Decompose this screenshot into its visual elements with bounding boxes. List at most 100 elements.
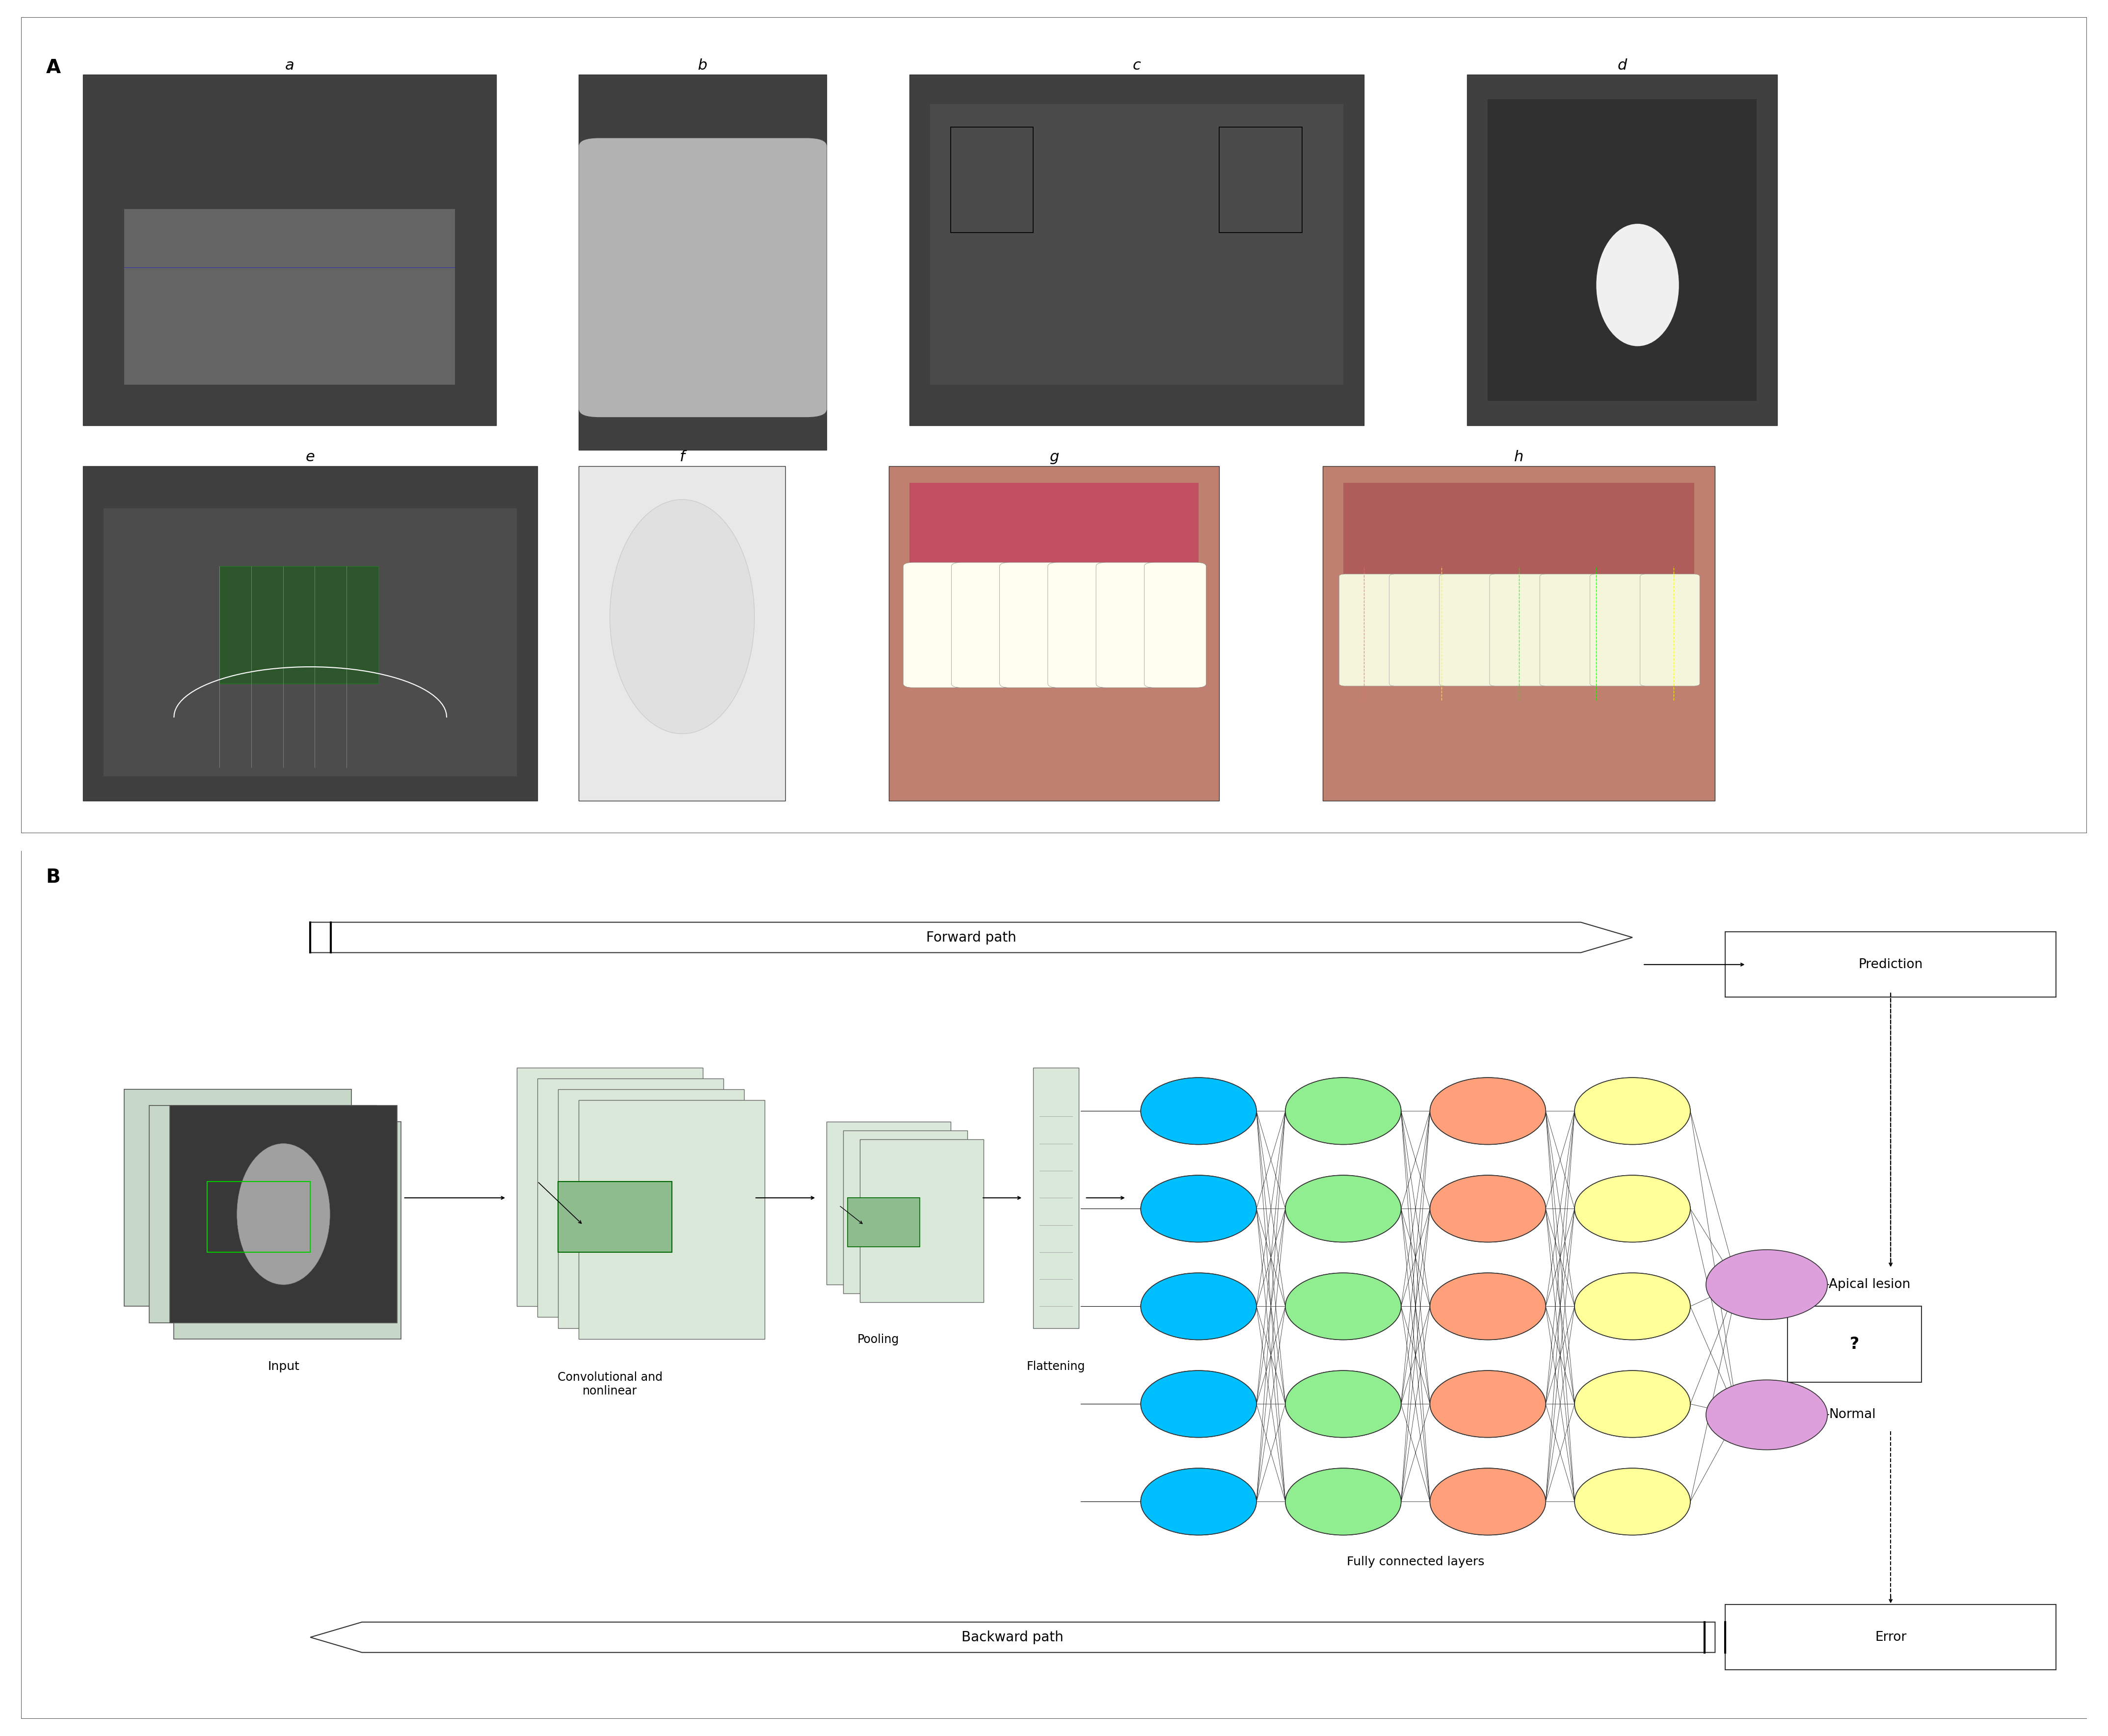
- FancyBboxPatch shape: [124, 1090, 352, 1305]
- FancyBboxPatch shape: [1488, 99, 1756, 401]
- Text: B: B: [46, 868, 61, 887]
- FancyBboxPatch shape: [103, 509, 516, 776]
- FancyBboxPatch shape: [999, 562, 1062, 687]
- Text: Normal: Normal: [1830, 1408, 1876, 1422]
- Ellipse shape: [1140, 1371, 1256, 1437]
- Text: Convolutional and
nonlinear: Convolutional and nonlinear: [557, 1371, 662, 1397]
- FancyBboxPatch shape: [1788, 1305, 1922, 1382]
- Text: Fully connected layers: Fully connected layers: [1347, 1555, 1484, 1568]
- Text: f: f: [679, 450, 685, 464]
- FancyBboxPatch shape: [860, 1139, 984, 1302]
- Ellipse shape: [1429, 1078, 1545, 1144]
- Text: c: c: [1132, 57, 1140, 73]
- Ellipse shape: [1286, 1175, 1402, 1243]
- Ellipse shape: [1140, 1272, 1256, 1340]
- Ellipse shape: [1429, 1175, 1545, 1243]
- FancyBboxPatch shape: [1467, 75, 1777, 425]
- Text: h: h: [1514, 450, 1524, 464]
- FancyBboxPatch shape: [559, 1182, 672, 1252]
- Text: b: b: [698, 57, 708, 73]
- Ellipse shape: [1705, 1250, 1828, 1319]
- Ellipse shape: [1286, 1272, 1402, 1340]
- Ellipse shape: [1140, 1078, 1256, 1144]
- Ellipse shape: [1575, 1371, 1691, 1437]
- Text: Flattening: Flattening: [1027, 1361, 1086, 1373]
- Text: e: e: [306, 450, 314, 464]
- Ellipse shape: [1429, 1371, 1545, 1437]
- Ellipse shape: [1140, 1078, 1256, 1144]
- FancyBboxPatch shape: [1339, 575, 1400, 686]
- FancyBboxPatch shape: [1389, 575, 1448, 686]
- FancyBboxPatch shape: [1589, 575, 1651, 686]
- Ellipse shape: [1140, 1469, 1256, 1535]
- Ellipse shape: [1575, 1469, 1691, 1535]
- FancyBboxPatch shape: [580, 139, 826, 417]
- Ellipse shape: [1575, 1175, 1691, 1243]
- FancyBboxPatch shape: [580, 75, 826, 450]
- Text: Forward path: Forward path: [925, 930, 1016, 944]
- FancyBboxPatch shape: [538, 1078, 723, 1318]
- Ellipse shape: [1575, 1175, 1691, 1243]
- FancyBboxPatch shape: [516, 1068, 702, 1305]
- Text: d: d: [1617, 57, 1627, 73]
- Text: ?: ?: [1851, 1337, 1859, 1352]
- FancyBboxPatch shape: [21, 0, 2108, 1719]
- FancyBboxPatch shape: [1539, 575, 1600, 686]
- Ellipse shape: [1286, 1371, 1402, 1437]
- FancyBboxPatch shape: [826, 1121, 951, 1285]
- FancyBboxPatch shape: [559, 1090, 744, 1328]
- FancyBboxPatch shape: [124, 208, 455, 384]
- FancyBboxPatch shape: [847, 1198, 919, 1246]
- Text: Apical lesion: Apical lesion: [1830, 1278, 1910, 1292]
- FancyBboxPatch shape: [175, 1121, 401, 1338]
- Ellipse shape: [236, 1144, 331, 1285]
- Text: a: a: [285, 57, 295, 73]
- Ellipse shape: [1575, 1469, 1691, 1535]
- FancyBboxPatch shape: [150, 1106, 377, 1323]
- Ellipse shape: [1575, 1078, 1691, 1144]
- FancyBboxPatch shape: [951, 562, 1014, 687]
- Ellipse shape: [1705, 1380, 1828, 1450]
- Ellipse shape: [1429, 1469, 1545, 1535]
- Ellipse shape: [1575, 1272, 1691, 1340]
- Ellipse shape: [1286, 1469, 1402, 1535]
- FancyBboxPatch shape: [1145, 562, 1206, 687]
- Text: g: g: [1050, 450, 1058, 464]
- Ellipse shape: [1140, 1272, 1256, 1340]
- FancyBboxPatch shape: [902, 562, 965, 687]
- FancyBboxPatch shape: [1033, 1068, 1079, 1328]
- Ellipse shape: [1140, 1175, 1256, 1243]
- FancyBboxPatch shape: [1640, 575, 1699, 686]
- FancyBboxPatch shape: [171, 1106, 396, 1323]
- Ellipse shape: [609, 500, 755, 734]
- FancyBboxPatch shape: [843, 1130, 968, 1293]
- FancyBboxPatch shape: [890, 465, 1218, 800]
- FancyBboxPatch shape: [580, 465, 786, 800]
- Ellipse shape: [1286, 1272, 1402, 1340]
- FancyBboxPatch shape: [1096, 562, 1157, 687]
- Text: Prediction: Prediction: [1859, 958, 1922, 970]
- FancyBboxPatch shape: [909, 483, 1199, 566]
- Ellipse shape: [1575, 1371, 1691, 1437]
- FancyBboxPatch shape: [219, 566, 379, 684]
- FancyBboxPatch shape: [1048, 562, 1109, 687]
- FancyBboxPatch shape: [21, 17, 2087, 833]
- FancyBboxPatch shape: [1726, 932, 2055, 996]
- Ellipse shape: [1429, 1175, 1545, 1243]
- FancyBboxPatch shape: [930, 104, 1343, 384]
- FancyBboxPatch shape: [82, 75, 495, 425]
- FancyBboxPatch shape: [909, 75, 1364, 425]
- Ellipse shape: [1429, 1078, 1545, 1144]
- FancyBboxPatch shape: [1322, 465, 1716, 800]
- Text: Error: Error: [1874, 1630, 1906, 1644]
- Ellipse shape: [1286, 1078, 1402, 1144]
- Ellipse shape: [1429, 1469, 1545, 1535]
- Ellipse shape: [1140, 1469, 1256, 1535]
- Ellipse shape: [1286, 1078, 1402, 1144]
- FancyArrow shape: [310, 1621, 1716, 1653]
- FancyArrow shape: [310, 922, 1632, 953]
- Ellipse shape: [1286, 1175, 1402, 1243]
- Ellipse shape: [1429, 1371, 1545, 1437]
- Text: Backward path: Backward path: [961, 1630, 1065, 1644]
- Ellipse shape: [1575, 1272, 1691, 1340]
